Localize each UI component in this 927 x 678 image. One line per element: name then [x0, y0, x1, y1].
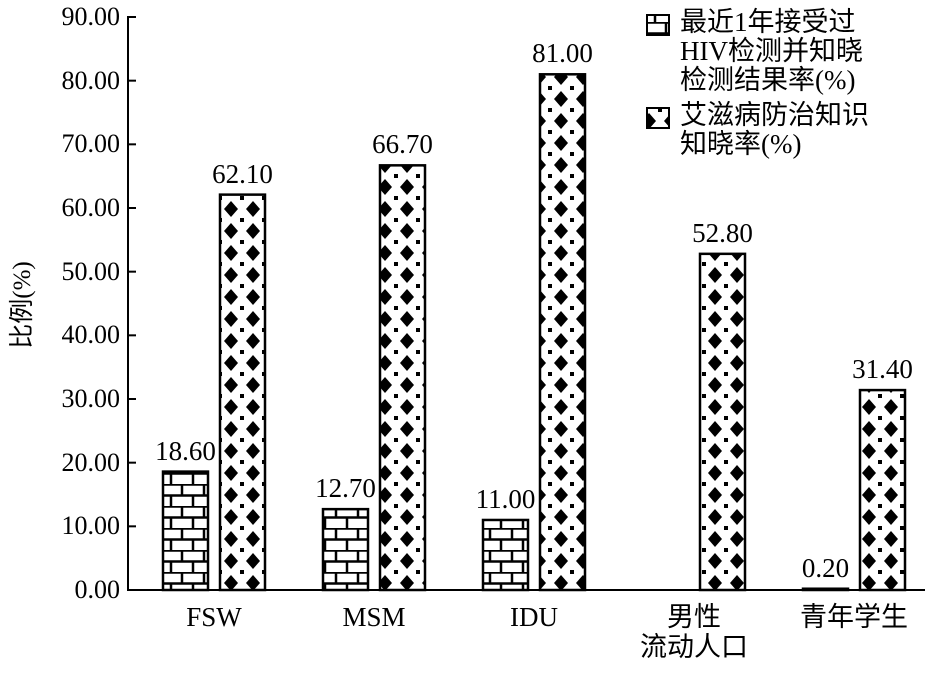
legend-label: 最近1年接受过 HIV检测并知晓 检测结果率(%): [680, 7, 863, 95]
legend-label: 艾滋病防治知识 知晓率(%): [680, 100, 869, 159]
x-tick-label: FSW: [186, 602, 242, 632]
bar: [698, 252, 747, 592]
value-label: 66.70: [372, 129, 433, 160]
value-label: 62.10: [212, 158, 273, 189]
x-tick-label: IDU: [510, 602, 558, 632]
bar: [801, 587, 850, 592]
value-label: 18.60: [155, 435, 216, 466]
y-tick-label: 80.00: [61, 65, 121, 95]
bar: [218, 193, 267, 592]
bar: [161, 470, 210, 592]
value-label: 31.40: [852, 354, 913, 385]
value-label: 11.00: [475, 483, 536, 514]
y-tick-label: 20.00: [61, 447, 121, 477]
value-label: 0.20: [801, 552, 850, 583]
value-label: 52.80: [692, 217, 753, 248]
value-label: 81.00: [532, 38, 593, 69]
y-tick-label: 90.00: [61, 2, 121, 31]
y-tick-label: 10.00: [61, 511, 121, 541]
bar: [858, 388, 907, 592]
bar: [321, 507, 370, 592]
legend-swatch: [646, 14, 670, 36]
legend-swatch: [646, 107, 670, 129]
bar: [481, 518, 530, 592]
value-label: 12.70: [315, 473, 376, 504]
bar: [538, 73, 587, 592]
y-tick-label: 70.00: [61, 129, 121, 159]
y-tick-label: 50.00: [61, 256, 121, 286]
y-tick-label: 30.00: [61, 384, 121, 413]
x-tick-label: MSM: [342, 602, 406, 632]
x-tick-label: 青年学生: [800, 602, 908, 632]
y-tick-label: 0.00: [74, 575, 121, 604]
y-tick-label: 60.00: [61, 193, 121, 222]
x-tick-label: 男性 流动人口: [640, 602, 748, 662]
y-tick-label: 40.00: [61, 320, 121, 350]
bar: [378, 164, 427, 592]
